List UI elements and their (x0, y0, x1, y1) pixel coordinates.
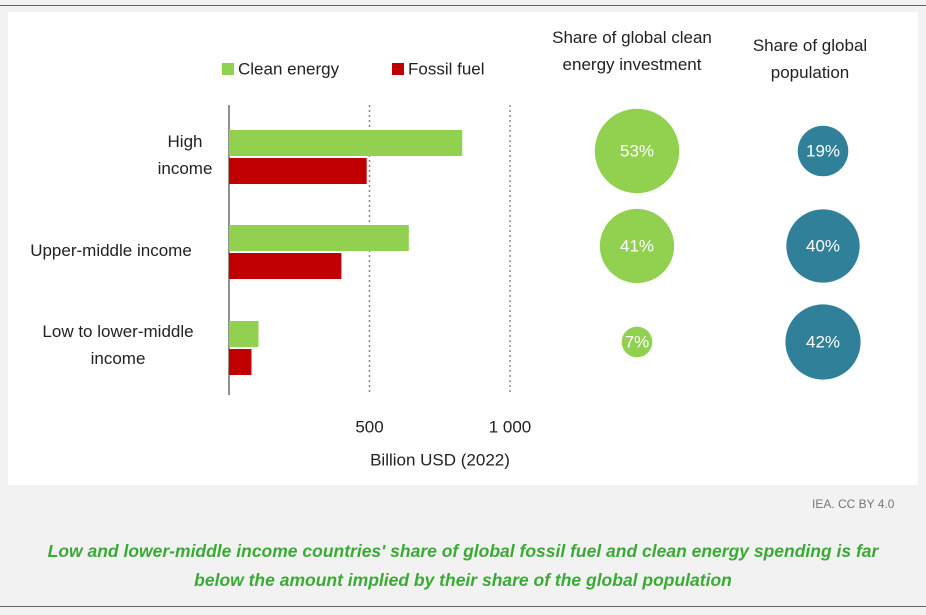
category-label: High income (157, 132, 213, 178)
bubble-label: 19% (806, 141, 840, 160)
x-tick-label: 1 000 (489, 417, 532, 436)
bubble-header: Share of global clean energy investment (552, 28, 712, 74)
legend-swatch (222, 63, 234, 75)
bar (229, 158, 367, 184)
bar (229, 225, 409, 251)
bar (229, 130, 463, 156)
frame (0, 5, 926, 607)
x-tick-label: 500 (355, 417, 383, 436)
bubble (621, 326, 653, 358)
source: IEA. CC BY 4.0 (812, 497, 895, 511)
x-axis-label: Billion USD (2022) (370, 450, 510, 469)
bubble-label: 7% (625, 332, 650, 351)
chart-panel (8, 12, 918, 485)
bubble (797, 125, 849, 177)
bubble-label: 40% (806, 236, 840, 255)
bubble-label: 53% (620, 141, 654, 160)
bubble-label: 42% (806, 332, 840, 351)
bubble (786, 209, 860, 283)
bar (229, 253, 342, 279)
caption: Low and lower-middle income countries' s… (47, 541, 879, 590)
bubble (594, 108, 680, 194)
category-label: Low to lower-middle income (42, 322, 194, 368)
bubble-label: 41% (620, 236, 654, 255)
category-label: Upper-middle income (30, 241, 192, 260)
legend-label: Fossil fuel (408, 59, 485, 78)
legend-swatch (392, 63, 404, 75)
bar (229, 349, 252, 375)
legend-label: Clean energy (238, 59, 340, 78)
bubble (599, 208, 675, 284)
bubble (785, 304, 861, 380)
bubble-header: Share of global population (752, 36, 868, 82)
bar (229, 321, 259, 347)
